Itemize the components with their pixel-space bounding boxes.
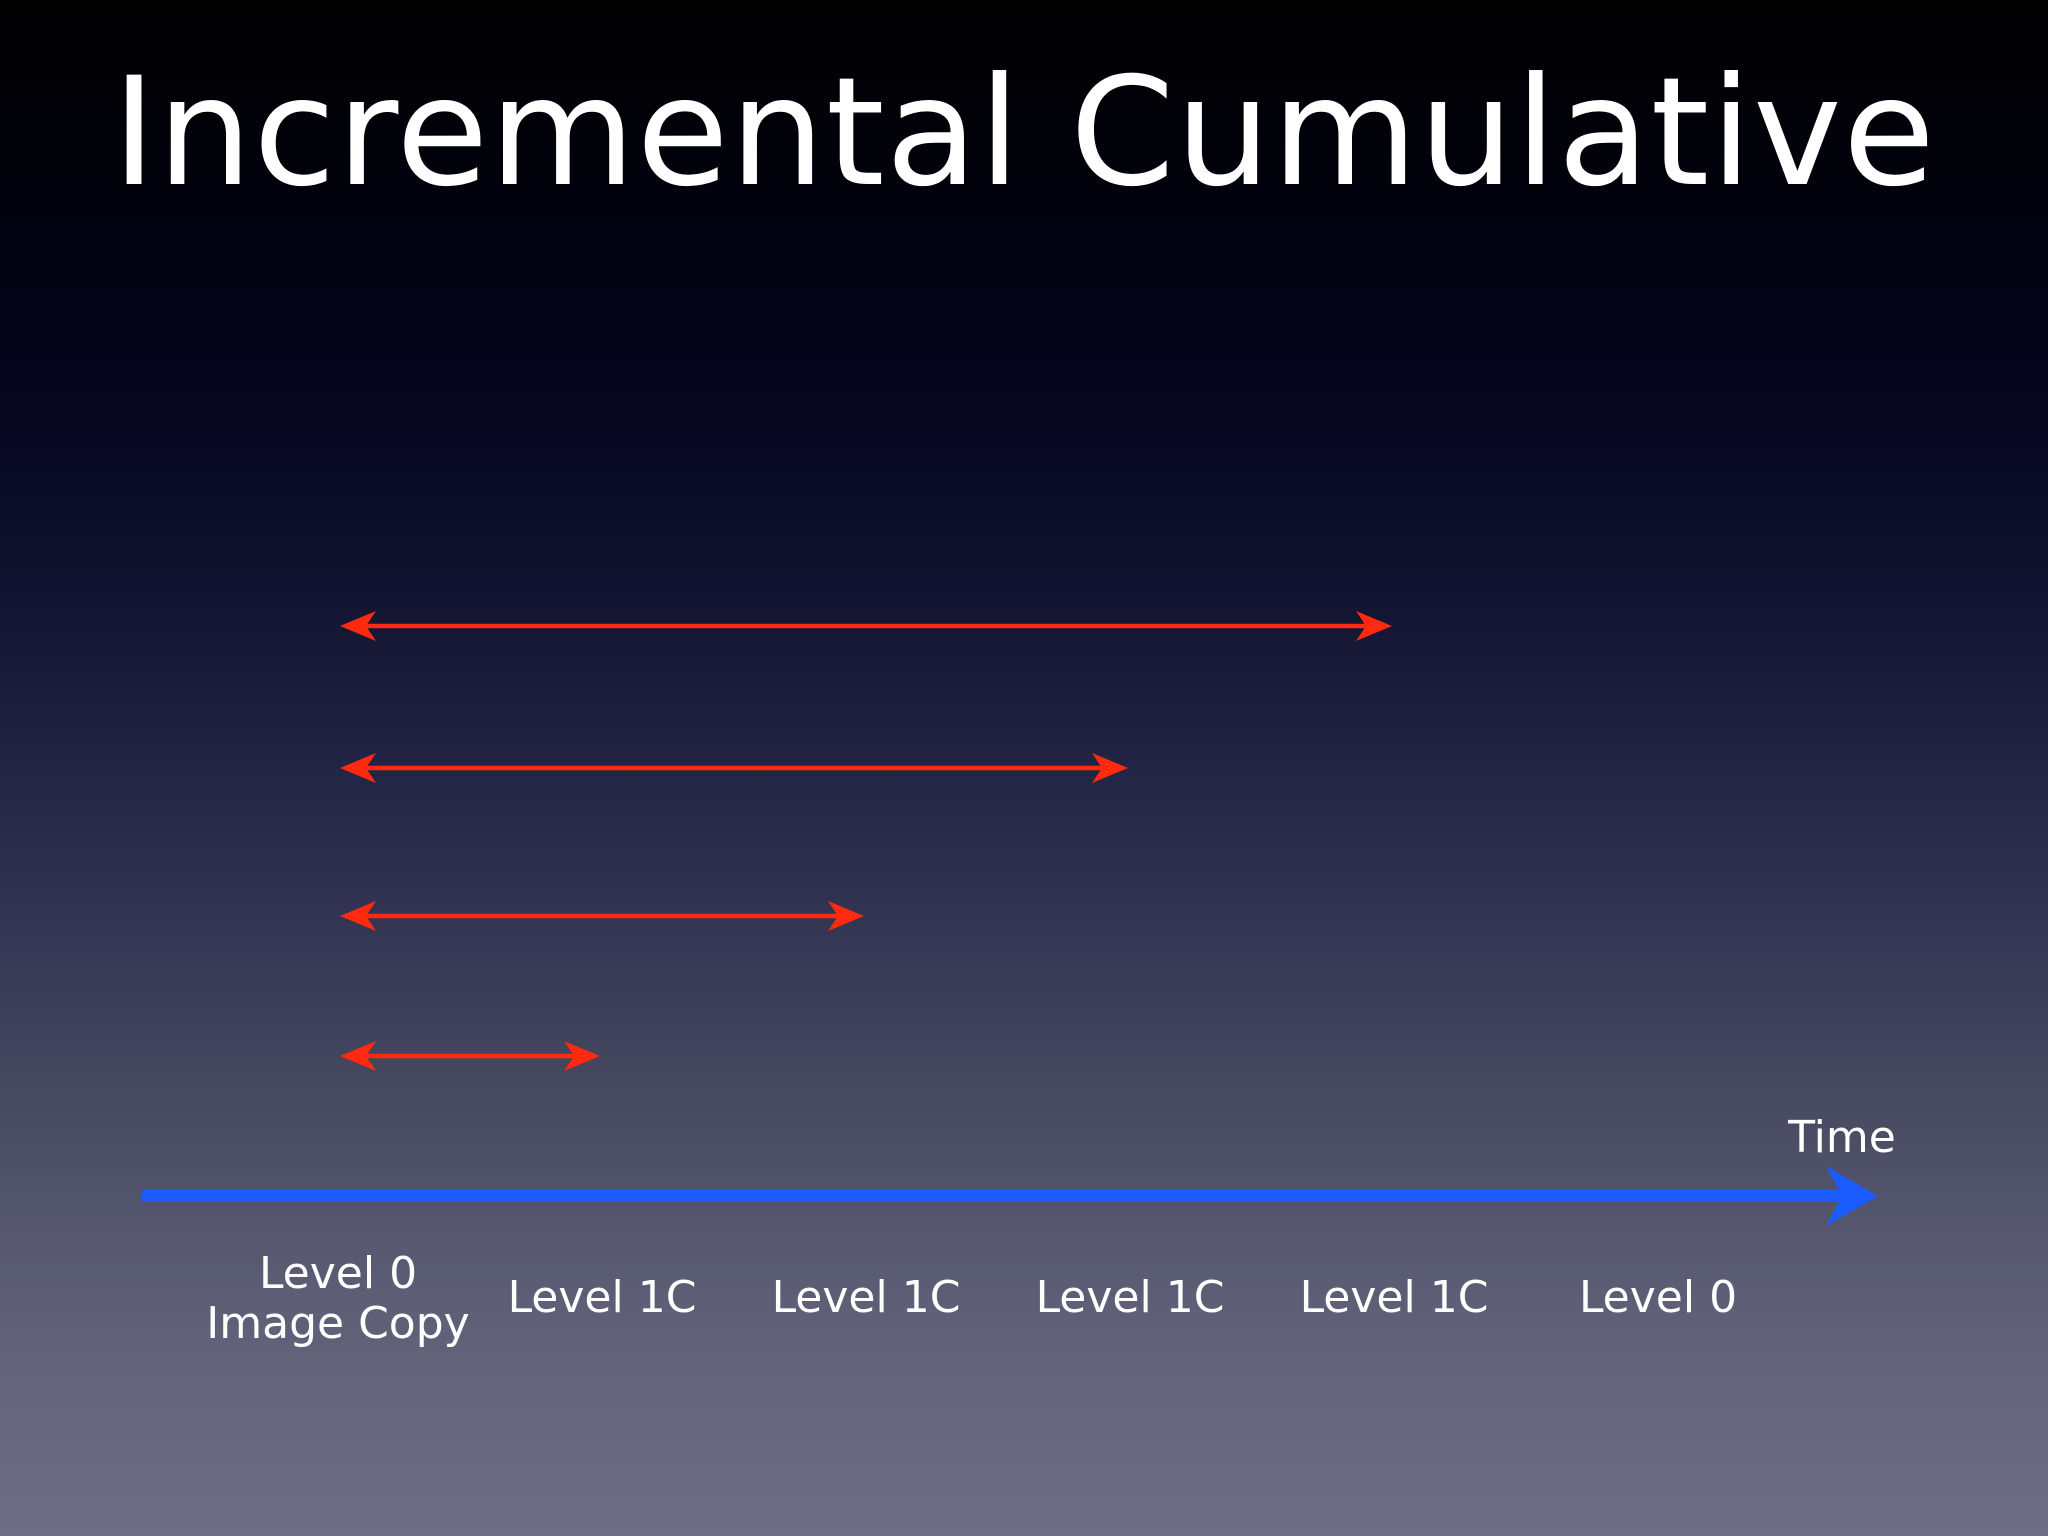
span-arrowhead-right [828, 901, 864, 931]
cumulative-span-arrow [340, 611, 1392, 641]
time-axis-label: Time [1787, 1112, 1896, 1163]
backup-markers [336, 418, 1660, 1228]
span-arrowhead-left [340, 753, 376, 783]
backup-label: Level 1C [772, 1272, 961, 1323]
time-axis [142, 1166, 1878, 1226]
span-arrowhead-left [340, 901, 376, 931]
span-arrowhead-left [340, 611, 376, 641]
backup-label: Level 0 [1579, 1272, 1737, 1323]
cumulative-span-arrow [340, 753, 1128, 783]
cumulative-span-arrow [340, 1041, 600, 1071]
backup-label: Level 1C [508, 1272, 697, 1323]
cumulative-spans [340, 611, 1392, 1071]
span-arrowhead-left [340, 1041, 376, 1071]
backup-label: Level 1C [1300, 1272, 1489, 1323]
span-arrowhead-right [1356, 611, 1392, 641]
span-arrowhead-right [564, 1041, 600, 1071]
slide-title: Incremental Cumulative [111, 46, 1937, 220]
time-axis-arrowhead [1826, 1166, 1878, 1226]
span-arrowhead-right [1092, 753, 1128, 783]
cumulative-span-arrow [340, 901, 864, 931]
backup-label: Level 0 [259, 1248, 417, 1299]
backup-label: Image Copy [206, 1298, 469, 1349]
backup-label: Level 1C [1036, 1272, 1225, 1323]
